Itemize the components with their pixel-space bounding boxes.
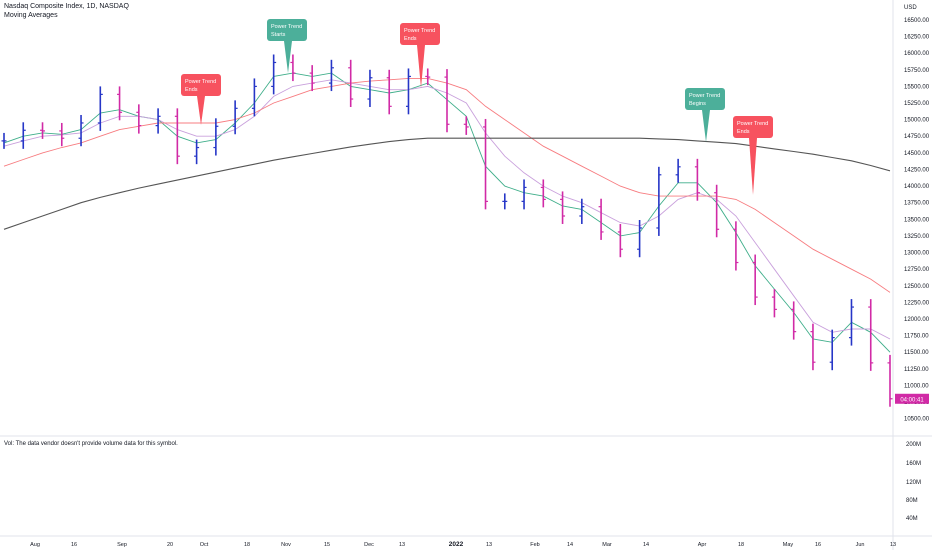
time-axis-label: May bbox=[783, 542, 794, 548]
callout-text: Ends bbox=[404, 36, 417, 42]
volume-axis-label: 80M bbox=[906, 498, 918, 504]
time-axis-label: 2022 bbox=[449, 541, 464, 548]
callout-text: Ends bbox=[737, 129, 750, 135]
last-price-badge bbox=[895, 393, 929, 404]
indicator-label: Moving Averages bbox=[4, 12, 58, 19]
price-axis-label: 11250.00 bbox=[904, 367, 929, 373]
time-axis-label: 18 bbox=[738, 542, 744, 548]
callout-text: Power Trend bbox=[689, 93, 720, 99]
time-axis-label: Dec bbox=[364, 542, 374, 548]
callout-box bbox=[181, 74, 221, 96]
time-axis-label: 13 bbox=[486, 542, 492, 548]
callout-text: Starts bbox=[271, 32, 286, 38]
callout-pointer bbox=[284, 41, 292, 73]
time-axis-label: 18 bbox=[244, 542, 250, 548]
callout-pointer bbox=[749, 138, 757, 195]
price-axis-label: 11000.00 bbox=[904, 383, 929, 389]
time-axis-label: Sep bbox=[117, 542, 127, 548]
price-axis-label: 16250.00 bbox=[904, 35, 930, 41]
callout-text: Power Trend bbox=[185, 79, 216, 85]
time-axis-label: 13 bbox=[890, 542, 896, 548]
callout-text: Begins bbox=[689, 101, 706, 107]
callout-text: Power Trend bbox=[404, 28, 435, 34]
time-axis-label: Jun bbox=[856, 542, 865, 548]
price-axis-label: 11500.00 bbox=[904, 350, 929, 356]
time-axis-label: Feb bbox=[530, 542, 539, 548]
price-axis-label: 14250.00 bbox=[904, 167, 930, 173]
callout-box bbox=[267, 19, 307, 41]
price-axis-label: 14500.00 bbox=[904, 151, 930, 157]
price-axis-label: 15750.00 bbox=[904, 68, 930, 74]
callout-box bbox=[400, 23, 440, 45]
time-axis-label: Aug bbox=[30, 542, 40, 548]
time-axis-label: 14 bbox=[567, 542, 573, 548]
ma-long-line bbox=[3, 137, 891, 230]
price-axis-label: 13250.00 bbox=[904, 234, 930, 240]
callout-pointer bbox=[197, 96, 205, 125]
time-axis-label: Apr bbox=[698, 542, 707, 548]
price-axis-label: 13500.00 bbox=[904, 217, 930, 223]
symbol-title: Nasdaq Composite Index, 1D, NASDAQ bbox=[4, 3, 129, 10]
callout-box bbox=[685, 88, 725, 110]
price-axis-label: 14000.00 bbox=[904, 184, 930, 190]
price-axis-label: 12750.00 bbox=[904, 267, 930, 273]
time-axis-label: Mar bbox=[602, 542, 612, 548]
volume-axis-label: 160M bbox=[906, 461, 921, 467]
price-axis-label: 14750.00 bbox=[904, 134, 930, 140]
volume-axis-label: 200M bbox=[906, 442, 921, 448]
price-axis-label: 13750.00 bbox=[904, 201, 930, 207]
price-axis-label: 11750.00 bbox=[904, 334, 929, 340]
callout-pointer bbox=[702, 110, 710, 142]
price-axis-label: 16000.00 bbox=[904, 51, 930, 57]
time-axis-label: Oct bbox=[200, 542, 209, 548]
price-axis-label: 12000.00 bbox=[904, 317, 930, 323]
price-axis-label: 15500.00 bbox=[904, 84, 930, 90]
time-axis-label: 20 bbox=[167, 542, 173, 548]
price-axis-label: 15000.00 bbox=[904, 118, 930, 124]
volume-axis-label: 120M bbox=[906, 480, 921, 486]
time-axis-label: Nov bbox=[281, 542, 291, 548]
callout-text: Power Trend bbox=[737, 121, 768, 127]
callout-text: Power Trend bbox=[271, 24, 302, 30]
last-price-badge-text: 04:00:41 bbox=[900, 397, 924, 403]
price-axis-label: 10500.00 bbox=[904, 417, 930, 423]
price-axis-label: 15250.00 bbox=[904, 101, 930, 107]
volume-note: Vol: The data vendor doesn't provide vol… bbox=[4, 441, 178, 447]
time-axis-label: 15 bbox=[324, 542, 330, 548]
currency-label: USD bbox=[904, 5, 917, 11]
price-axis-label: 13000.00 bbox=[904, 251, 930, 257]
callout-text: Ends bbox=[185, 87, 198, 93]
time-axis-label: 14 bbox=[643, 542, 649, 548]
price-axis-label: 12250.00 bbox=[904, 300, 930, 306]
callout-box bbox=[733, 116, 773, 138]
price-axis-label: 16500.00 bbox=[904, 18, 930, 24]
price-axis-label: 12500.00 bbox=[904, 284, 930, 290]
time-axis-label: 13 bbox=[399, 542, 405, 548]
time-axis-label: 16 bbox=[71, 542, 77, 548]
volume-axis-label: 40M bbox=[906, 516, 918, 522]
callout-pointer bbox=[417, 45, 425, 88]
time-axis-label: 16 bbox=[815, 542, 821, 548]
